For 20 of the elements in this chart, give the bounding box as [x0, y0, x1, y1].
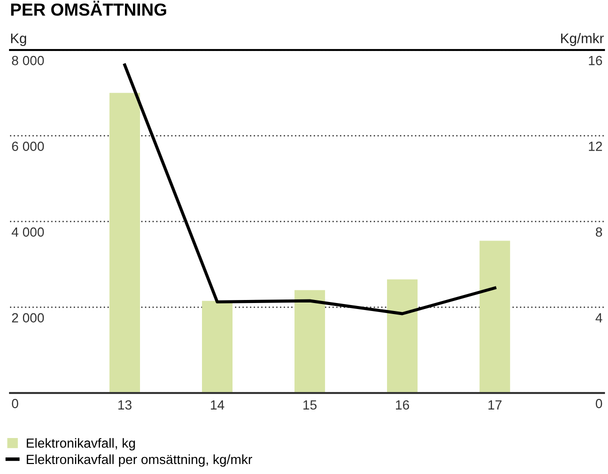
y-tick-label: 0	[12, 398, 18, 408]
legend-label: Elektronikavfall per omsättning, kg/mkr	[26, 454, 252, 467]
x-tick-label: 15	[303, 400, 317, 410]
y-tick-label: 4 000	[12, 227, 44, 237]
x-tick-label: 16	[396, 400, 410, 410]
y-axis-title: Kg	[11, 34, 26, 46]
y-tick-label: 8 000	[12, 56, 44, 66]
y2-tick-label: 16	[588, 56, 602, 66]
legend-label: Elektronikavfall, kg	[26, 438, 135, 450]
y-tick-label: 2 000	[12, 313, 44, 322]
x-tick-label: 13	[118, 400, 132, 410]
x-tick-label: 17	[488, 400, 502, 410]
y2-axis-title: Kg/mkr	[561, 33, 604, 46]
y2-tick-label: 4	[596, 313, 602, 322]
chart-title: PER OMSÄTTNING	[11, 0, 166, 16]
y2-tick-label: 12	[588, 142, 602, 151]
y-tick-label: 6 000	[12, 142, 44, 151]
y2-tick-label: 8	[596, 227, 602, 237]
x-tick-label: 14	[210, 400, 224, 410]
y2-tick-label: 0	[596, 398, 602, 408]
